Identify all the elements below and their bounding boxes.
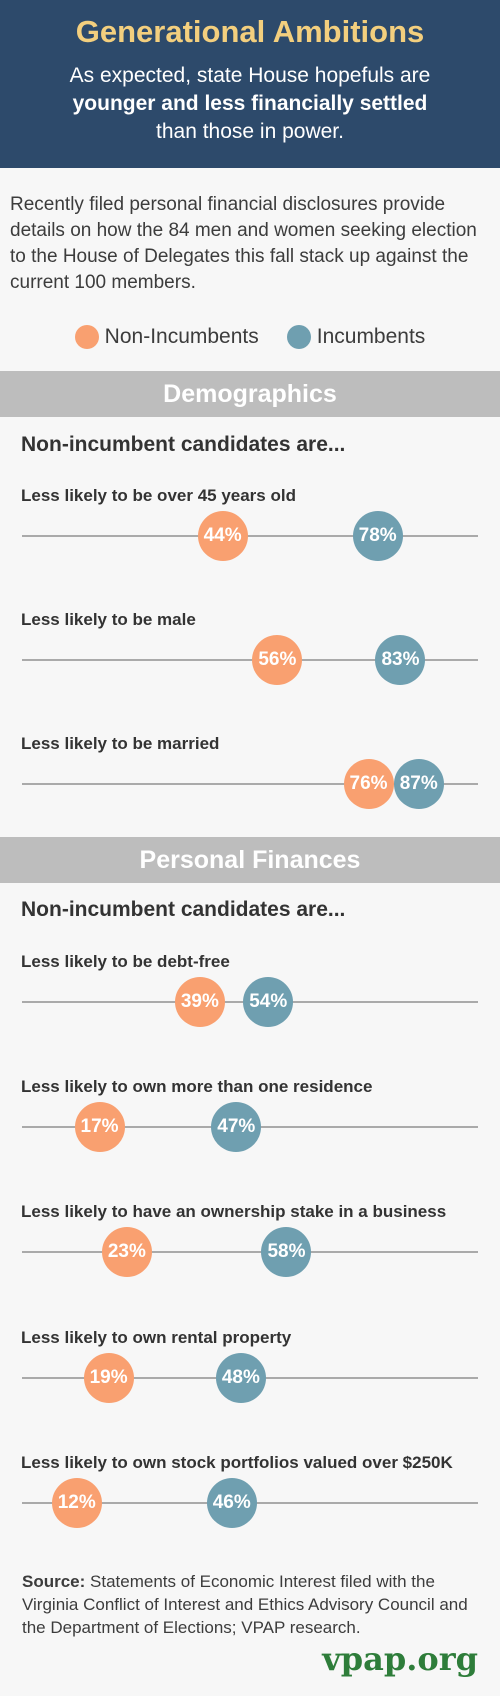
section-lead-0: Non-incumbent candidates are...: [21, 433, 346, 456]
incumbent-point: 83%: [375, 635, 426, 685]
incumbent-point: 47%: [211, 1102, 262, 1152]
legend: Non-Incumbents Incumbents: [0, 325, 500, 349]
row-track: [22, 535, 478, 537]
header-banner: Generational Ambitions As expected, stat…: [0, 0, 500, 168]
source-label: Source:: [22, 1572, 86, 1591]
legend-swatch-incumbents: [286, 325, 311, 349]
legend-label-non-incumbents: Non-Incumbents: [104, 325, 259, 348]
brand-logo: vpap.org: [322, 1640, 478, 1678]
intro-paragraph: Recently filed personal financial disclo…: [10, 194, 477, 293]
source-text: Statements of Economic Interest filed wi…: [22, 1572, 468, 1637]
legend-swatch-non-incumbents: [74, 325, 99, 349]
section-lead-1: Non-incumbent candidates are...: [21, 898, 346, 921]
row-label: Less likely to own stock portfolios valu…: [21, 1453, 453, 1472]
row-track: [22, 1251, 478, 1253]
non-incumbent-point: 76%: [343, 759, 394, 809]
subtitle-line-1: As expected, state House hopefuls are: [69, 64, 431, 87]
row-label: Less likely to own more than one residen…: [21, 1077, 373, 1096]
row-track: [22, 659, 478, 661]
section-header-0: Demographics: [0, 371, 500, 417]
non-incumbent-point: 19%: [83, 1353, 134, 1403]
subtitle-emphasis: younger and less financially settled: [72, 92, 428, 115]
row-track: [22, 783, 478, 785]
page-title: Generational Ambitions: [75, 14, 425, 49]
legend-item-non-incumbents: Non-Incumbents: [74, 325, 259, 349]
non-incumbent-point: 56%: [252, 635, 303, 685]
incumbent-point: 58%: [261, 1227, 312, 1277]
incumbent-point: 46%: [206, 1478, 257, 1528]
non-incumbent-point: 17%: [74, 1102, 125, 1152]
subtitle-line-2: younger and less financially settled: [0, 90, 500, 118]
legend-label-incumbents: Incumbents: [316, 325, 426, 348]
non-incumbent-point: 23%: [101, 1227, 152, 1277]
row-label: Less likely to own rental property: [21, 1328, 292, 1347]
subtitle-line-3: than those in power.: [156, 120, 344, 143]
incumbent-point: 48%: [215, 1353, 266, 1403]
page-subtitle: As expected, state House hopefuls are yo…: [0, 62, 500, 146]
row-label: Less likely to be married: [21, 734, 220, 753]
row-label: Less likely to be debt-free: [21, 952, 230, 971]
non-incumbent-point: 12%: [51, 1478, 102, 1528]
incumbent-point: 87%: [393, 759, 444, 809]
incumbent-point: 78%: [352, 511, 403, 561]
source-note: Source: Statements of Economic Interest …: [22, 1570, 492, 1639]
row-label: Less likely to be over 45 years old: [21, 486, 296, 505]
row-label: Less likely to have an ownership stake i…: [21, 1202, 447, 1221]
section-header-1: Personal Finances: [0, 837, 500, 883]
non-incumbent-point: 39%: [174, 977, 225, 1027]
legend-item-incumbents: Incumbents: [286, 325, 426, 349]
non-incumbent-point: 44%: [197, 511, 248, 561]
incumbent-point: 54%: [243, 977, 294, 1027]
row-label: Less likely to be male: [21, 610, 196, 629]
